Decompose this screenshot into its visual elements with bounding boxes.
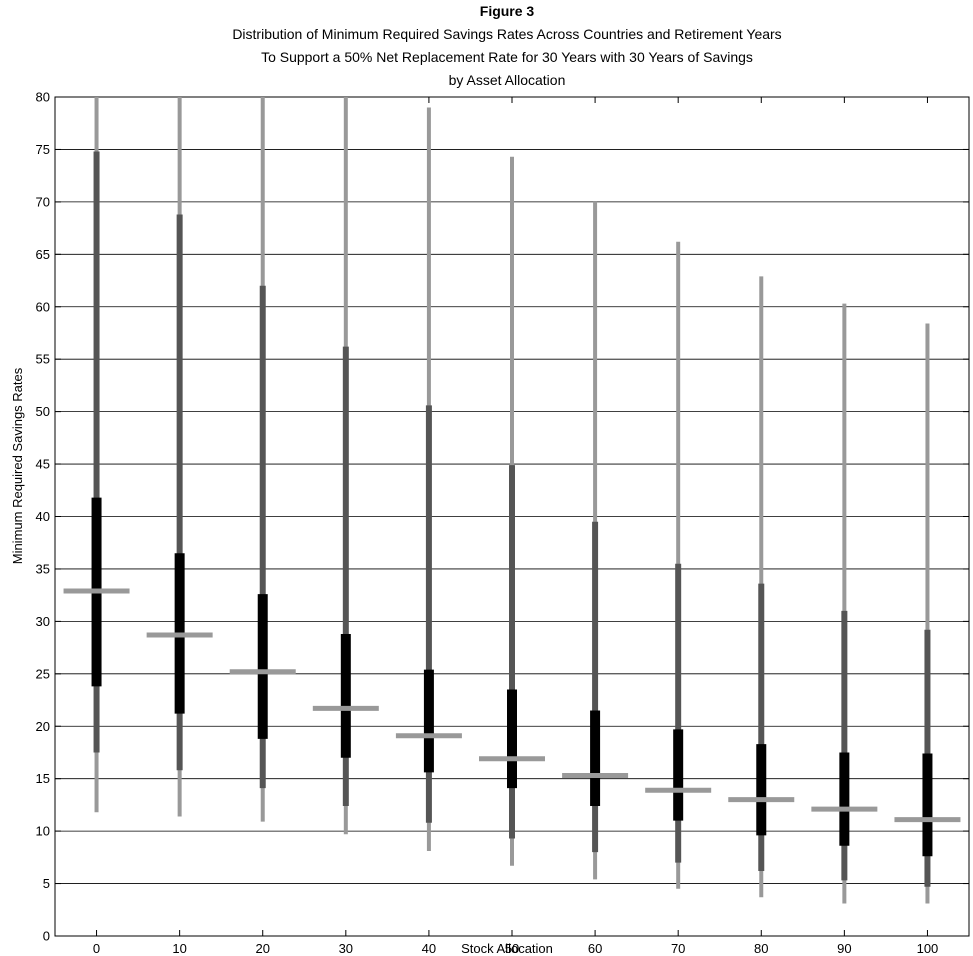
y-tick-label: 40 (36, 509, 50, 524)
y-tick-label: 80 (36, 90, 50, 105)
distribution-group-70 (645, 241, 712, 889)
y-tick-label: 60 (36, 299, 50, 314)
x-tick-label: 50 (505, 941, 519, 956)
x-tick-label: 40 (422, 941, 436, 956)
y-tick-label: 5 (43, 876, 50, 891)
x-tick-label: 90 (837, 941, 851, 956)
chart-subtitle-line-2: To Support a 50% Net Replacement Rate fo… (261, 49, 753, 65)
x-tick-label: 30 (339, 941, 353, 956)
y-tick-label: 25 (36, 666, 50, 681)
chart-subtitle-line-1: Distribution of Minimum Required Savings… (232, 26, 781, 42)
y-axis-ticks: 0 5 10 15 20 25 30 35 40 45 50 55 60 65 70 75 80 (36, 90, 969, 944)
x-tick-label: 100 (917, 941, 939, 956)
y-tick-label: 50 (36, 404, 50, 419)
distribution-group-20 (229, 97, 296, 822)
distribution-bars (63, 97, 961, 904)
y-tick-label: 20 (36, 719, 50, 734)
y-tick-label: 15 (36, 771, 50, 786)
distribution-group-30 (312, 97, 379, 835)
y-tick-label: 0 (43, 929, 50, 944)
y-tick-label: 70 (36, 194, 50, 209)
y-tick-label: 65 (36, 247, 50, 262)
x-tick-label: 60 (588, 941, 602, 956)
x-axis-label: Stock Allocation (461, 941, 553, 956)
x-tick-label: 20 (255, 941, 269, 956)
distribution-group-40 (395, 107, 462, 852)
y-tick-label: 10 (36, 824, 50, 839)
y-tick-label: 45 (36, 457, 50, 472)
x-tick-label: 80 (754, 941, 768, 956)
y-tick-label: 75 (36, 142, 50, 157)
x-axis-ticks: 0 10 20 30 40 50 60 70 80 90 100 (93, 97, 938, 956)
x-tick-label: 70 (671, 941, 685, 956)
distribution-group-90 (811, 303, 878, 904)
x-tick-label: 0 (93, 941, 100, 956)
distribution-group-100 (894, 323, 961, 904)
y-tick-label: 30 (36, 614, 50, 629)
distribution-group-50 (479, 156, 545, 866)
distribution-group-60 (562, 201, 629, 880)
y-tick-label: 55 (36, 352, 50, 367)
y-tick-label: 35 (36, 561, 50, 576)
distribution-group-80 (728, 276, 795, 898)
distribution-group-10 (146, 97, 213, 817)
chart-title: Figure 3 (480, 3, 535, 19)
chart-subtitle-line-3: by Asset Allocation (449, 72, 566, 88)
y-axis-label: Minimum Required Savings Rates (10, 367, 25, 564)
distribution-group-0 (63, 97, 130, 813)
x-tick-label: 10 (172, 941, 186, 956)
